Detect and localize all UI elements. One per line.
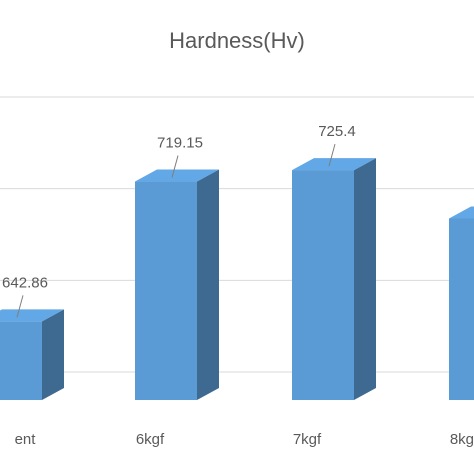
value-label: 642.86 — [2, 274, 48, 291]
x-tick-label: 6kgf — [136, 431, 165, 448]
leader-line — [328, 143, 336, 167]
chart-title: Hardness(Hv) — [169, 28, 305, 53]
x-tick-label: ent — [15, 431, 37, 448]
bar-top — [0, 309, 64, 322]
bar — [449, 218, 474, 400]
x-tick-label: 7kgf — [293, 431, 322, 448]
bar — [135, 181, 197, 400]
bar-top — [135, 169, 219, 182]
bar-side — [354, 158, 376, 400]
value-label: 725.4 — [318, 123, 356, 140]
bar — [0, 321, 42, 400]
bar-side — [197, 169, 219, 400]
leader-line — [171, 155, 179, 178]
leader-line — [16, 295, 24, 318]
bar-side — [42, 309, 64, 400]
x-tick-label: 8kgf — [450, 431, 474, 448]
bar-top — [292, 158, 376, 171]
value-label: 719.15 — [157, 135, 203, 152]
bar-top — [449, 206, 474, 219]
bar — [292, 170, 354, 400]
